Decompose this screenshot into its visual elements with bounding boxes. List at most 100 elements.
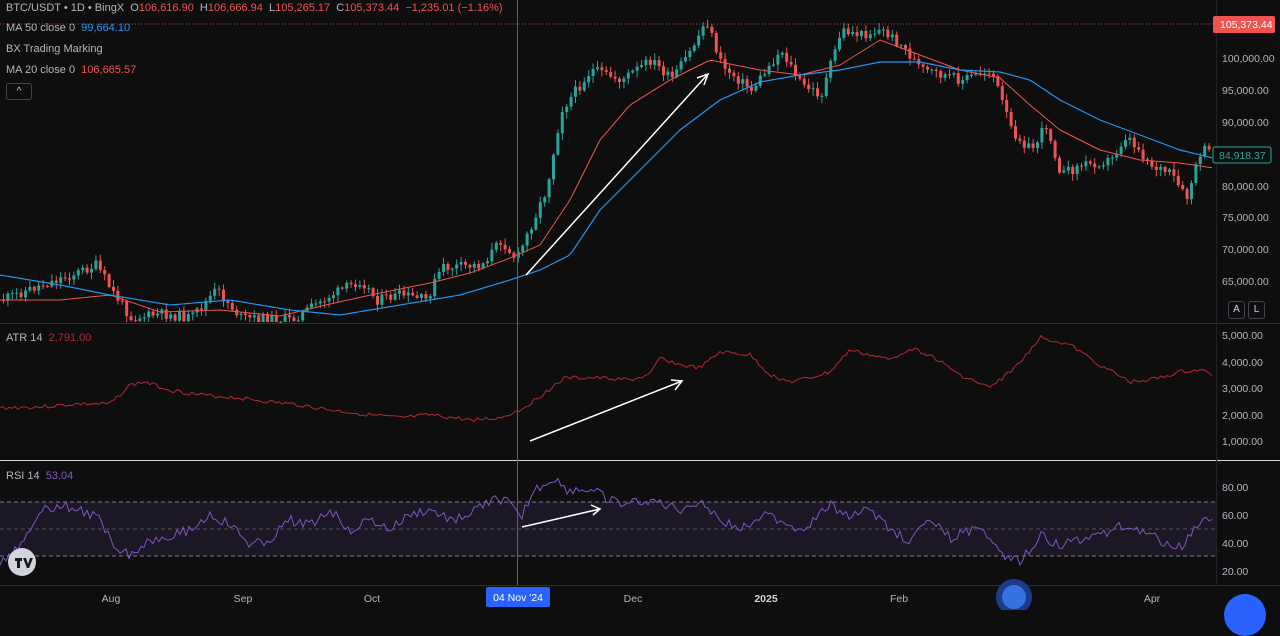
atr-trend-arrow[interactable] [529, 380, 683, 442]
candle-body [802, 78, 806, 85]
candle-body [811, 88, 815, 90]
candle-body [798, 75, 802, 79]
atr-label: ATR 14 [6, 332, 43, 344]
candle-body [1097, 166, 1101, 168]
candle-body [618, 78, 621, 83]
candle-body [41, 285, 45, 287]
candle-body [208, 295, 212, 301]
candle-body [741, 79, 745, 84]
candle-body [19, 292, 23, 298]
candle-body [411, 292, 415, 296]
current-price-tag [1212, 146, 1272, 164]
candle-body [868, 34, 872, 39]
tradingview-logo-icon[interactable] [8, 548, 36, 576]
candle-body [486, 261, 489, 264]
atr-axis-label: 4,000.00 [1222, 357, 1263, 369]
candle-body [274, 315, 278, 322]
candle-body [186, 314, 190, 322]
candle-body [327, 297, 331, 302]
candle-body [129, 316, 133, 321]
candle-body [662, 66, 665, 76]
candle-body [424, 294, 428, 299]
atr-axis-label: 1,000.00 [1222, 436, 1263, 448]
candle-body [701, 26, 705, 36]
candle-body [600, 67, 604, 71]
candle-body [1106, 158, 1110, 166]
candle-body [222, 289, 225, 302]
candle-body [98, 260, 102, 270]
candle-body [107, 274, 111, 287]
chart-canvas[interactable]: 100,000.00 95,000.00 90,000.00 80,000.00… [0, 0, 1280, 610]
candle-body [156, 313, 159, 316]
candle-body [543, 197, 547, 203]
candle-body [578, 86, 582, 91]
last-price-tag [1213, 16, 1275, 33]
arrow-head [696, 72, 710, 86]
candle-body [785, 52, 789, 62]
candle-body [710, 26, 714, 34]
candle-body [1137, 147, 1141, 150]
candle-body [1027, 143, 1031, 148]
time-axis-label: Sep [234, 593, 253, 605]
candle-body [28, 286, 32, 291]
candle-body [398, 290, 401, 294]
candle-body [376, 296, 379, 305]
candle-body [591, 69, 595, 77]
rsi-axis[interactable]: 80.00 60.00 40.00 20.00 [1222, 482, 1248, 578]
price-trend-arrow[interactable] [525, 73, 709, 276]
candle-body [125, 301, 129, 317]
candle-body [780, 52, 784, 55]
candle-body [824, 77, 828, 96]
candle-body [1088, 161, 1092, 164]
candle-body [345, 282, 349, 289]
atr-axis[interactable]: 5,000.00 4,000.00 3,000.00 2,000.00 1,00… [1222, 330, 1263, 448]
trend-arrows[interactable] [521, 72, 710, 528]
atr-axis-label: 3,000.00 [1222, 383, 1263, 395]
candle-body [851, 31, 855, 35]
candle-body [789, 61, 793, 65]
time-axis[interactable]: Aug Sep Oct Dec 2025 Feb Apr [102, 593, 1161, 605]
candle-body [609, 71, 613, 77]
candle-body [512, 252, 516, 258]
search-fab-button[interactable] [1224, 594, 1266, 636]
candle-body [926, 66, 929, 70]
candle-body [952, 73, 956, 75]
candle-body [358, 285, 362, 287]
ma20-legend[interactable]: MA 20 close 0 106,665.57 [6, 64, 139, 76]
candle-body [393, 293, 397, 300]
candle-body [604, 70, 608, 72]
candle-body [1115, 153, 1119, 158]
candle-body [490, 249, 494, 262]
symbol-legend[interactable]: BTC/USDT • 1D • BingX O106,616.90 H106,6… [6, 2, 506, 14]
candle-body [415, 295, 419, 298]
symbol-title[interactable]: BTC/USDT • 1D • BingX [6, 2, 125, 14]
candle-body [182, 311, 186, 322]
candle-body [1036, 142, 1039, 149]
candle-body [59, 277, 63, 283]
candle-body [1093, 163, 1097, 168]
candle-body [402, 290, 406, 296]
ma50-legend[interactable]: MA 50 close 0 99,664.10 [6, 22, 133, 34]
candle-body [15, 292, 19, 294]
atr-legend[interactable]: ATR 14 2,791.00 [6, 332, 94, 344]
candle-body [323, 301, 327, 303]
candle-body [996, 76, 1000, 87]
candle-body [261, 314, 265, 322]
candle-body [151, 311, 155, 316]
rsi-legend[interactable]: RSI 14 53.04 [6, 470, 76, 482]
candle-body [534, 217, 538, 230]
candle-body [433, 278, 437, 297]
rsi-trend-arrow[interactable] [521, 508, 601, 528]
atr-axis-label: 5,000.00 [1222, 330, 1263, 342]
auto-scale-button[interactable]: A [1228, 301, 1245, 319]
log-scale-button[interactable]: L [1248, 301, 1265, 319]
candle-body [530, 229, 533, 234]
ohlc-low-label: L [268, 2, 276, 14]
candle-body [468, 264, 472, 268]
bx-legend[interactable]: BX Trading Marking [6, 43, 106, 55]
candle-body [657, 60, 661, 67]
price-axis[interactable]: 100,000.00 95,000.00 90,000.00 80,000.00… [1222, 53, 1275, 288]
current-price-tag-text: 84,918.37 [1219, 150, 1266, 162]
candle-body [120, 300, 124, 302]
collapse-legend-button[interactable]: ^ [6, 83, 32, 100]
